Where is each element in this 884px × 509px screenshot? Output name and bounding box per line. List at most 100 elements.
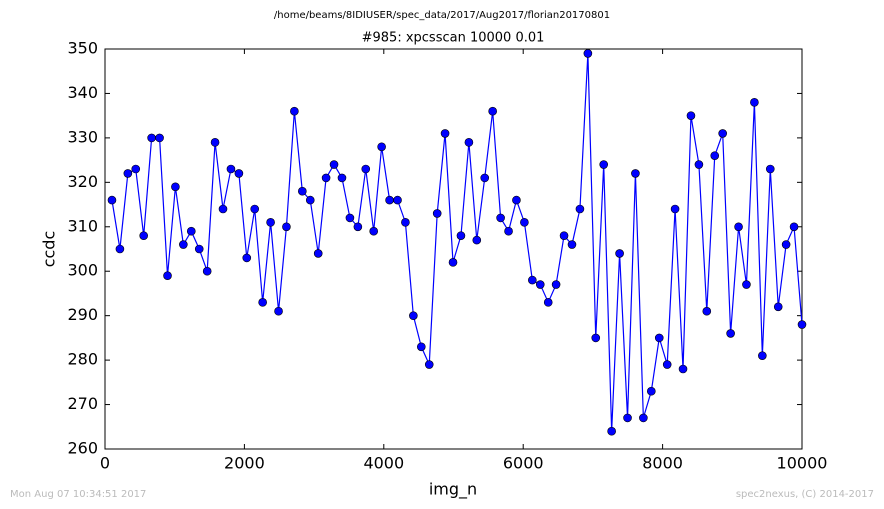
y-tick-label: 300 [67,261,98,280]
data-point [242,253,252,263]
data-point [543,298,553,307]
y-tick-label: 260 [67,439,98,458]
data-point [670,204,680,214]
data-point [607,426,616,436]
data-point [694,160,704,169]
data-point [337,173,347,183]
data-point [702,306,712,316]
data-point [202,266,212,276]
data-point [155,133,164,143]
y-tick-label: 290 [67,305,98,324]
data-point [274,306,283,316]
data-point [401,218,410,227]
data-point [520,218,529,227]
data-point [623,413,632,423]
data-point [654,333,664,343]
data-point [179,240,188,249]
data-point [734,222,743,232]
data-point [726,329,735,338]
plot-frame [104,48,803,450]
data-point [765,164,775,174]
data-line [111,53,803,432]
y-tick-label: 330 [67,127,98,146]
data-point [496,213,505,223]
data-point [369,226,378,236]
footer-left: Mon Aug 07 10:34:51 2017 [10,489,146,500]
data-point [591,333,601,343]
footer-right: spec2nexus, (C) 2014-2017 [736,489,874,500]
data-point [377,142,386,152]
data-point [567,240,577,249]
chart-title: #985: xpcsscan 10000 0.01 [362,31,545,46]
data-point [361,164,371,174]
data-point [504,226,513,236]
data-point [718,129,727,138]
data-point [639,413,648,423]
data-point [329,160,339,169]
data-point [686,111,696,120]
data-point [385,195,394,205]
y-tick-label: 280 [67,350,98,369]
data-point [789,222,799,232]
data-point [575,204,585,214]
data-point [456,231,466,240]
data-point [599,160,609,169]
x-tick-label: 2000 [224,454,265,473]
x-tick-label: 8000 [642,454,683,473]
data-point [488,106,497,116]
data-point [139,231,148,240]
y-axis-label: ccdc [40,231,59,268]
data-point [662,360,672,369]
data-point [551,280,561,289]
data-point [234,169,244,178]
data-point [194,244,204,254]
data-point [480,173,490,183]
data-point [750,98,759,107]
data-point [464,138,474,147]
data-point [226,164,236,174]
data-point [321,173,331,183]
data-point [472,235,482,245]
data-point [647,386,656,396]
x-tick-label: 4000 [363,454,404,473]
data-point [115,244,125,254]
x-tick-label: 10000 [777,454,828,473]
data-point [393,195,402,205]
data-point [432,209,442,218]
data-point [313,249,323,258]
data-point [266,218,275,227]
data-point [250,204,260,214]
data-point [186,226,196,236]
data-point [147,133,156,143]
data-point [107,195,117,205]
data-point [758,351,767,360]
data-point [512,195,521,205]
data-point [345,213,355,223]
y-tick-label: 320 [67,172,98,191]
data-point [631,169,640,178]
data-point [409,311,418,320]
suptitle: /home/beams/8IDIUSER/spec_data/2017/Aug2… [274,10,610,21]
data-point [773,302,783,312]
data-point [424,360,434,369]
data-point [353,222,363,232]
data-point [210,138,220,147]
data-point [678,364,688,374]
data-point [305,195,315,205]
data-point [781,240,791,249]
data-point [163,271,172,280]
x-tick-label: 0 [100,454,110,473]
data-point [742,280,751,289]
data-point [559,231,569,240]
data-point [615,249,624,258]
data-point [298,186,307,196]
y-tick-label: 350 [67,39,98,58]
data-point [710,151,720,160]
y-tick-label: 270 [67,394,98,413]
x-axis-label: img_n [429,480,477,500]
data-point [583,49,593,58]
data-point [528,275,537,285]
data-point [171,182,180,192]
data-point [123,169,133,178]
